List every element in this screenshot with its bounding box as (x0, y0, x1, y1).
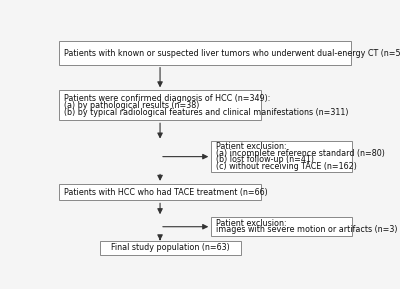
Text: (b) by typical radiological features and clinical manifestations (n=311): (b) by typical radiological features and… (64, 108, 348, 116)
FancyBboxPatch shape (211, 217, 352, 236)
Text: (b) lost follow-up (n=41): (b) lost follow-up (n=41) (216, 155, 314, 164)
FancyBboxPatch shape (59, 90, 261, 120)
Text: Final study population (n=63): Final study population (n=63) (111, 243, 230, 252)
Text: (a) incomplete reference standard (n=80): (a) incomplete reference standard (n=80) (216, 149, 385, 158)
Text: images with severe motion or artifacts (n=3): images with severe motion or artifacts (… (216, 225, 397, 234)
Text: (c) without receiving TACE (n=162): (c) without receiving TACE (n=162) (216, 162, 357, 171)
FancyBboxPatch shape (59, 184, 261, 201)
Text: (a) by pathological results (n=38): (a) by pathological results (n=38) (64, 101, 199, 110)
FancyBboxPatch shape (100, 240, 241, 255)
FancyBboxPatch shape (59, 41, 351, 65)
Text: Patients with HCC who had TACE treatment (n=66): Patients with HCC who had TACE treatment… (64, 188, 268, 197)
Text: Patient exclusion:: Patient exclusion: (216, 142, 286, 151)
FancyBboxPatch shape (211, 142, 352, 172)
Text: Patients were confirmed diagnosis of HCC (n=349):: Patients were confirmed diagnosis of HCC… (64, 94, 270, 103)
Text: Patients with known or suspected liver tumors who underwent dual-energy CT (n=53: Patients with known or suspected liver t… (64, 49, 400, 58)
Text: Patient exclusion:: Patient exclusion: (216, 219, 286, 228)
